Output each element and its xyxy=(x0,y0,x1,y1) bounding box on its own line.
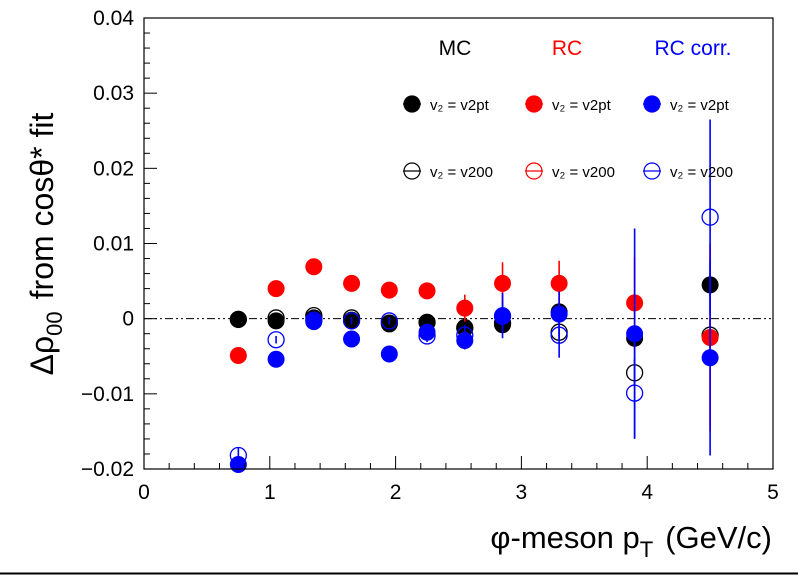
y-tick-label: −0.02 xyxy=(81,458,134,481)
legend-marker xyxy=(403,95,421,113)
data-point xyxy=(267,331,285,349)
data-point xyxy=(343,330,361,348)
y-tick-label: 0.03 xyxy=(93,82,134,105)
legend-entry-label: v₂ = v200 xyxy=(430,164,493,181)
legend-entry-label: v₂ = v2pt xyxy=(670,97,730,114)
legend-marker xyxy=(525,95,543,113)
data-point xyxy=(456,299,474,317)
data-point xyxy=(267,280,285,298)
data-point xyxy=(626,325,644,343)
x-tick-label: 1 xyxy=(264,481,276,504)
data-point xyxy=(494,274,512,292)
data-point xyxy=(342,312,361,330)
data-point xyxy=(456,331,474,349)
legend-marker xyxy=(643,95,661,113)
y-tick-label: 0.02 xyxy=(93,157,134,180)
data-point xyxy=(380,345,398,363)
series-3 xyxy=(229,243,719,432)
x-axis-label: φ-meson pT (GeV/c) xyxy=(490,520,772,562)
data-point xyxy=(701,349,719,367)
x-tick-label: 3 xyxy=(516,481,528,504)
x-tick-label: 4 xyxy=(641,481,653,504)
legend-entry-label: v₂ = v2pt xyxy=(552,97,612,114)
y-tick-labels: −0.02 −0.01 0 0.01 0.02 0.03 0.04 xyxy=(81,7,134,481)
data-point xyxy=(267,312,285,330)
legend-entry-label: v₂ = v200 xyxy=(670,164,733,181)
data-point xyxy=(229,346,247,364)
x-tick-label: 2 xyxy=(390,481,402,504)
y-axis-label: Δρ00from cosθ* fit xyxy=(24,113,67,376)
axis-ticks xyxy=(143,17,774,470)
data-point xyxy=(701,208,719,226)
data-point xyxy=(380,281,398,299)
legend-marker xyxy=(403,162,421,180)
data-point xyxy=(229,455,247,473)
legend-marker xyxy=(643,162,661,180)
y-tick-label: 0 xyxy=(122,308,134,331)
data-point xyxy=(305,313,323,331)
data-point xyxy=(305,258,323,276)
data-point xyxy=(343,274,361,292)
legend: MC RC RC corr. v₂ = v2pt v₂ = v2pt v₂ = v2pt v… xyxy=(403,37,733,181)
data-point xyxy=(550,274,568,292)
data-point xyxy=(418,323,436,341)
x-tick-label: 5 xyxy=(767,481,779,504)
y-tick-label: 0.04 xyxy=(93,7,134,30)
data-point xyxy=(380,312,398,330)
legend-entry-label: v₂ = v200 xyxy=(552,164,615,181)
data-point xyxy=(418,282,436,300)
y-tick-label: 0.01 xyxy=(93,233,134,256)
legend-group-label: RC xyxy=(552,37,582,60)
legend-marker xyxy=(525,162,543,180)
data-point xyxy=(494,307,512,325)
data-point xyxy=(550,305,568,323)
y-tick-label: −0.01 xyxy=(81,383,134,406)
data-layer xyxy=(229,119,719,473)
data-point xyxy=(229,310,247,328)
legend-group-label: MC xyxy=(439,37,472,60)
x-tick-label: 0 xyxy=(138,481,150,504)
series-5 xyxy=(229,228,719,473)
x-tick-labels: 0 1 2 3 4 5 xyxy=(138,481,779,504)
data-point xyxy=(267,350,285,368)
legend-entry-label: v₂ = v2pt xyxy=(430,97,490,114)
legend-group-label: RC corr. xyxy=(654,37,731,60)
